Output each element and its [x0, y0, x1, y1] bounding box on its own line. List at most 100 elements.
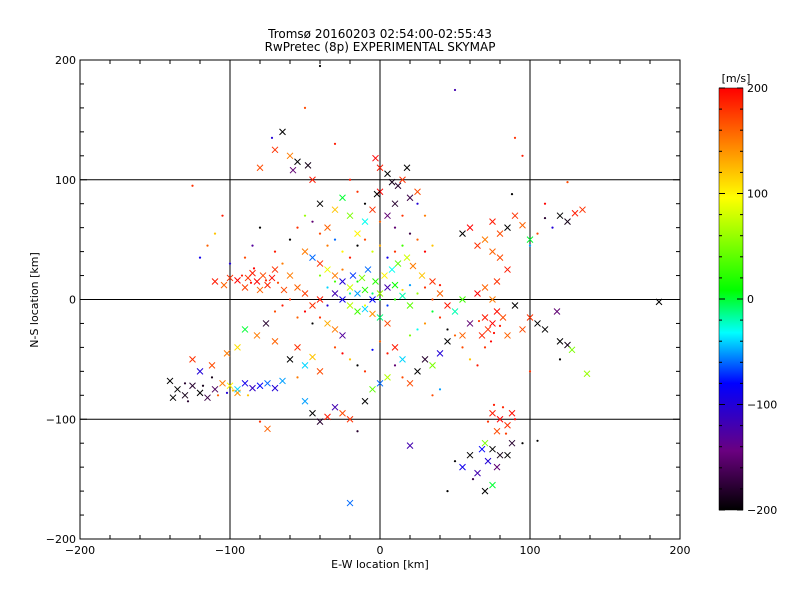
data-point-cross [489, 218, 496, 226]
data-point-dot [501, 406, 505, 409]
data-point-cross [354, 230, 361, 237]
data-point-cross [241, 326, 249, 333]
data-point-cross [376, 290, 384, 297]
y-tick-label: −100 [46, 413, 76, 426]
data-point-cross [394, 182, 402, 190]
data-point-cross [361, 397, 369, 405]
data-point-cross [406, 194, 414, 202]
data-point-dot [296, 376, 299, 379]
data-point-cross [384, 373, 391, 381]
data-point-dot [356, 364, 359, 367]
data-point-cross [339, 194, 346, 202]
data-point-dot [371, 292, 374, 295]
data-point-dot [468, 358, 472, 361]
data-point-dot [333, 346, 337, 349]
data-point-cross [294, 344, 301, 351]
data-point-cross [301, 397, 309, 405]
data-point-cross [286, 356, 294, 363]
data-point-cross [474, 242, 481, 249]
data-point-cross [459, 296, 466, 303]
x-tick-label: 100 [520, 544, 541, 557]
data-point-cross [384, 212, 391, 220]
data-point-cross [429, 362, 436, 369]
data-point-cross [496, 254, 504, 261]
data-point-dot [348, 292, 352, 295]
data-point-dot [371, 348, 374, 351]
data-point-dot [318, 274, 322, 277]
data-point-dot [201, 384, 205, 387]
data-point-dot [401, 288, 404, 292]
data-point-dot [356, 244, 359, 247]
data-point-cross [331, 272, 339, 279]
data-point-cross [331, 326, 339, 333]
data-point-dot [446, 328, 449, 331]
data-point-cross [219, 379, 226, 387]
data-point-cross [478, 445, 486, 453]
data-point-cross [253, 278, 261, 285]
data-point-dot [438, 284, 442, 287]
data-point-cross [309, 302, 316, 309]
data-point-cross [481, 314, 489, 321]
data-point-cross [280, 286, 288, 294]
data-point-dot [191, 184, 194, 187]
data-point-dot [303, 310, 307, 313]
data-point-dot [198, 256, 202, 259]
data-point-cross [301, 362, 309, 369]
data-point-cross [556, 212, 564, 220]
data-point-cross [361, 305, 369, 313]
data-point-dot [486, 420, 490, 423]
data-point-dot [288, 298, 292, 301]
data-point-cross [406, 379, 414, 387]
data-point-cross [309, 176, 316, 184]
data-point-cross [241, 379, 249, 387]
data-point-dot [378, 340, 382, 343]
data-point-dot [521, 442, 524, 445]
colorbar-tick-label: 0 [747, 293, 754, 306]
data-point-cross [474, 469, 481, 477]
data-point-cross [504, 451, 511, 459]
y-tick-label: −200 [46, 533, 76, 546]
data-points [166, 64, 663, 507]
data-point-dot [251, 244, 254, 247]
data-point-dot [386, 304, 389, 307]
data-point-dot [288, 238, 292, 241]
data-point-cross [511, 212, 519, 220]
data-point-dot [423, 214, 427, 217]
data-point-cross [271, 266, 279, 273]
data-point-dot [446, 490, 449, 493]
colorbar-ticks: 200 100 0 −100 −200 [719, 82, 777, 517]
data-point-dot [311, 220, 314, 223]
data-point-dot [273, 250, 277, 253]
data-point-cross [519, 221, 526, 229]
colorbar-label: [m/s] [722, 72, 751, 85]
data-point-cross [508, 409, 516, 417]
data-point-dot [401, 214, 404, 217]
x-tick-label: 0 [377, 544, 384, 557]
data-point-cross [309, 353, 316, 361]
data-point-cross [361, 218, 369, 226]
data-point-cross [304, 162, 312, 169]
data-point-dot [326, 304, 329, 307]
data-point-cross [489, 320, 496, 327]
data-point-cross [211, 385, 219, 393]
data-point-cross [256, 164, 264, 172]
data-point-dot [296, 316, 299, 319]
data-point-dot [566, 181, 569, 184]
data-point-dot [401, 244, 404, 247]
data-point-dot [276, 281, 280, 284]
data-point-cross [271, 338, 279, 345]
data-point-dot [206, 244, 209, 247]
data-point-cross [484, 326, 492, 333]
data-point-cross [262, 320, 270, 327]
data-point-dot [543, 216, 547, 220]
x-tick-label: −100 [215, 544, 245, 557]
data-point-dot [183, 382, 187, 385]
data-point-cross [369, 385, 376, 393]
data-point-dot [363, 370, 367, 373]
data-point-dot [438, 388, 442, 391]
data-point-cross [226, 274, 234, 282]
data-point-cross [414, 367, 421, 375]
data-point-cross [208, 362, 216, 369]
data-point-dot [378, 298, 382, 301]
data-point-cross [301, 290, 309, 297]
